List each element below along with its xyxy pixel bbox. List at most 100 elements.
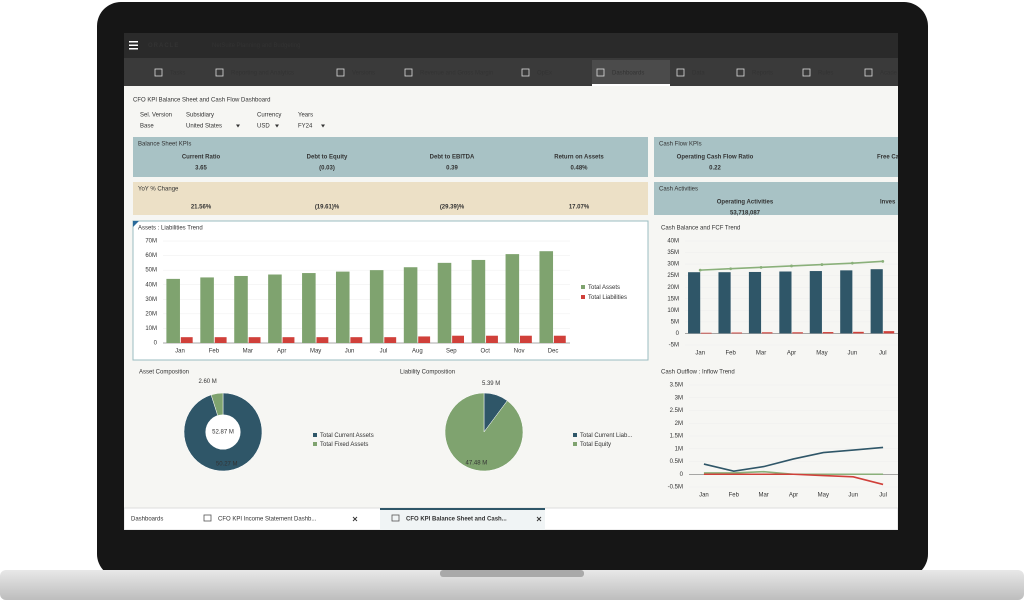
bar: [539, 251, 554, 343]
legend-swatch: [313, 433, 317, 437]
filter-value[interactable]: Base: [140, 124, 154, 130]
y-tick-label: 3M: [675, 395, 683, 401]
kpi-label: Free Ca: [877, 155, 900, 161]
bar: [200, 277, 214, 343]
y-tick-label: 40M: [667, 239, 679, 245]
line-point: [881, 259, 885, 263]
nav-icon: [802, 68, 811, 77]
nav-item[interactable]: Reports: [752, 71, 773, 77]
nav-icon: [154, 68, 163, 77]
kpi-value: 0.22: [709, 166, 721, 172]
y-tick-label: 70M: [145, 239, 157, 245]
kpi-value: (29.39)%: [440, 205, 465, 211]
line-point: [790, 264, 793, 268]
y-tick-label: 0: [680, 472, 684, 478]
bar: [282, 337, 295, 343]
x-tick-label: Feb: [729, 493, 740, 499]
nav-item[interactable]: Versions: [352, 71, 375, 77]
bar: [302, 273, 316, 343]
filter-value[interactable]: USD: [257, 124, 270, 130]
x-tick-label: May: [310, 349, 321, 355]
bar: [437, 262, 452, 343]
bar: [316, 337, 329, 343]
bar: [761, 332, 773, 334]
bar: [403, 267, 418, 343]
chart-title: Cash Balance and FCF Trend: [661, 226, 740, 232]
tab-label[interactable]: Dashboards: [131, 517, 163, 523]
nav-icon: [336, 68, 345, 77]
bar: [840, 270, 853, 334]
bar: [718, 272, 731, 334]
dashboard-title: CFO KPI Balance Sheet and Cash Flow Dash…: [133, 98, 270, 104]
line-point: [850, 261, 854, 265]
bar: [809, 271, 822, 334]
panel-corner: [133, 221, 139, 227]
legend-label: Total Equity: [580, 442, 611, 448]
nav-item[interactable]: Reporting and Analytics: [231, 71, 294, 77]
panel-title: Cash Flow KPIs: [659, 142, 702, 148]
legend-label: Total Liabilities: [588, 295, 627, 301]
legend-swatch: [581, 285, 585, 289]
chart-title: Cash Outflow : Inflow Trend: [661, 370, 735, 376]
legend-label: Total Assets: [588, 285, 620, 291]
y-tick-label: 2M: [675, 421, 683, 427]
kpi-value: (0.03): [319, 166, 335, 172]
x-tick-label: Jan: [695, 351, 705, 357]
bar: [166, 278, 180, 343]
filter-label: Subsidiary: [186, 113, 214, 119]
legend-label: Total Current Liab...: [580, 433, 633, 439]
y-tick-label: 50M: [145, 268, 157, 274]
filter-value[interactable]: United States: [186, 124, 222, 130]
kpi-value: 21.56%: [191, 205, 212, 211]
y-tick-label: 0.5M: [670, 459, 683, 465]
tab-label[interactable]: CFO KPI Income Statement Dashb...: [218, 517, 317, 523]
nav-item[interactable]: Rules: [818, 71, 833, 77]
chart-title: Asset Composition: [139, 370, 189, 376]
y-tick-label: 1M: [675, 446, 683, 452]
y-tick-label: 20M: [667, 285, 679, 291]
nav-bar: [124, 58, 898, 86]
menu-icon[interactable]: [129, 41, 138, 50]
kpi-value: 0.39: [446, 166, 458, 172]
y-tick-label: 10M: [667, 308, 679, 314]
filter-value[interactable]: FY24: [298, 124, 313, 130]
panel-title: Balance Sheet KPIs: [138, 142, 191, 148]
y-tick-label: 35M: [667, 250, 679, 256]
y-tick-label: 60M: [145, 253, 157, 259]
kpi-label: Current Ratio: [182, 155, 221, 161]
dropdown-arrow: [236, 124, 240, 128]
line-point: [698, 268, 702, 272]
slice-label: 2.60 M: [198, 379, 216, 385]
nav-item[interactable]: OpEx: [537, 71, 552, 77]
bar: [519, 335, 532, 343]
legend-swatch: [573, 433, 577, 437]
slice-label: 47.48 M: [466, 461, 488, 467]
tab-label[interactable]: CFO KPI Balance Sheet and Cash...: [406, 517, 507, 523]
nav-icon: [676, 68, 685, 77]
nav-item[interactable]: Tasks: [170, 71, 185, 77]
nav-item[interactable]: Acade: [880, 71, 898, 77]
bar: [822, 332, 834, 334]
panel-title: YoY % Change: [138, 187, 179, 193]
product-name: NetSuite Planning and Budgeting: [212, 43, 300, 49]
kpi-label: Debt to EBITDA: [430, 155, 475, 161]
x-tick-label: Mar: [756, 351, 766, 357]
nav-item[interactable]: Dashboards: [612, 71, 644, 77]
bar: [883, 331, 895, 334]
line-point: [729, 267, 733, 271]
nav-icon: [596, 68, 605, 77]
x-tick-label: Jan: [699, 493, 709, 499]
kpi-panel: [654, 137, 898, 177]
nav-item[interactable]: Revenue and Gross Margin: [420, 71, 493, 77]
x-tick-label: Mar: [758, 493, 768, 499]
nav-item[interactable]: Data: [692, 71, 705, 77]
line-point: [820, 263, 824, 266]
y-tick-label: -0.5M: [668, 485, 683, 491]
x-tick-label: Apr: [787, 351, 796, 357]
x-tick-label: Dec: [548, 349, 559, 355]
x-tick-label: Apr: [277, 349, 286, 355]
bar: [384, 337, 397, 343]
legend-swatch: [573, 442, 577, 446]
